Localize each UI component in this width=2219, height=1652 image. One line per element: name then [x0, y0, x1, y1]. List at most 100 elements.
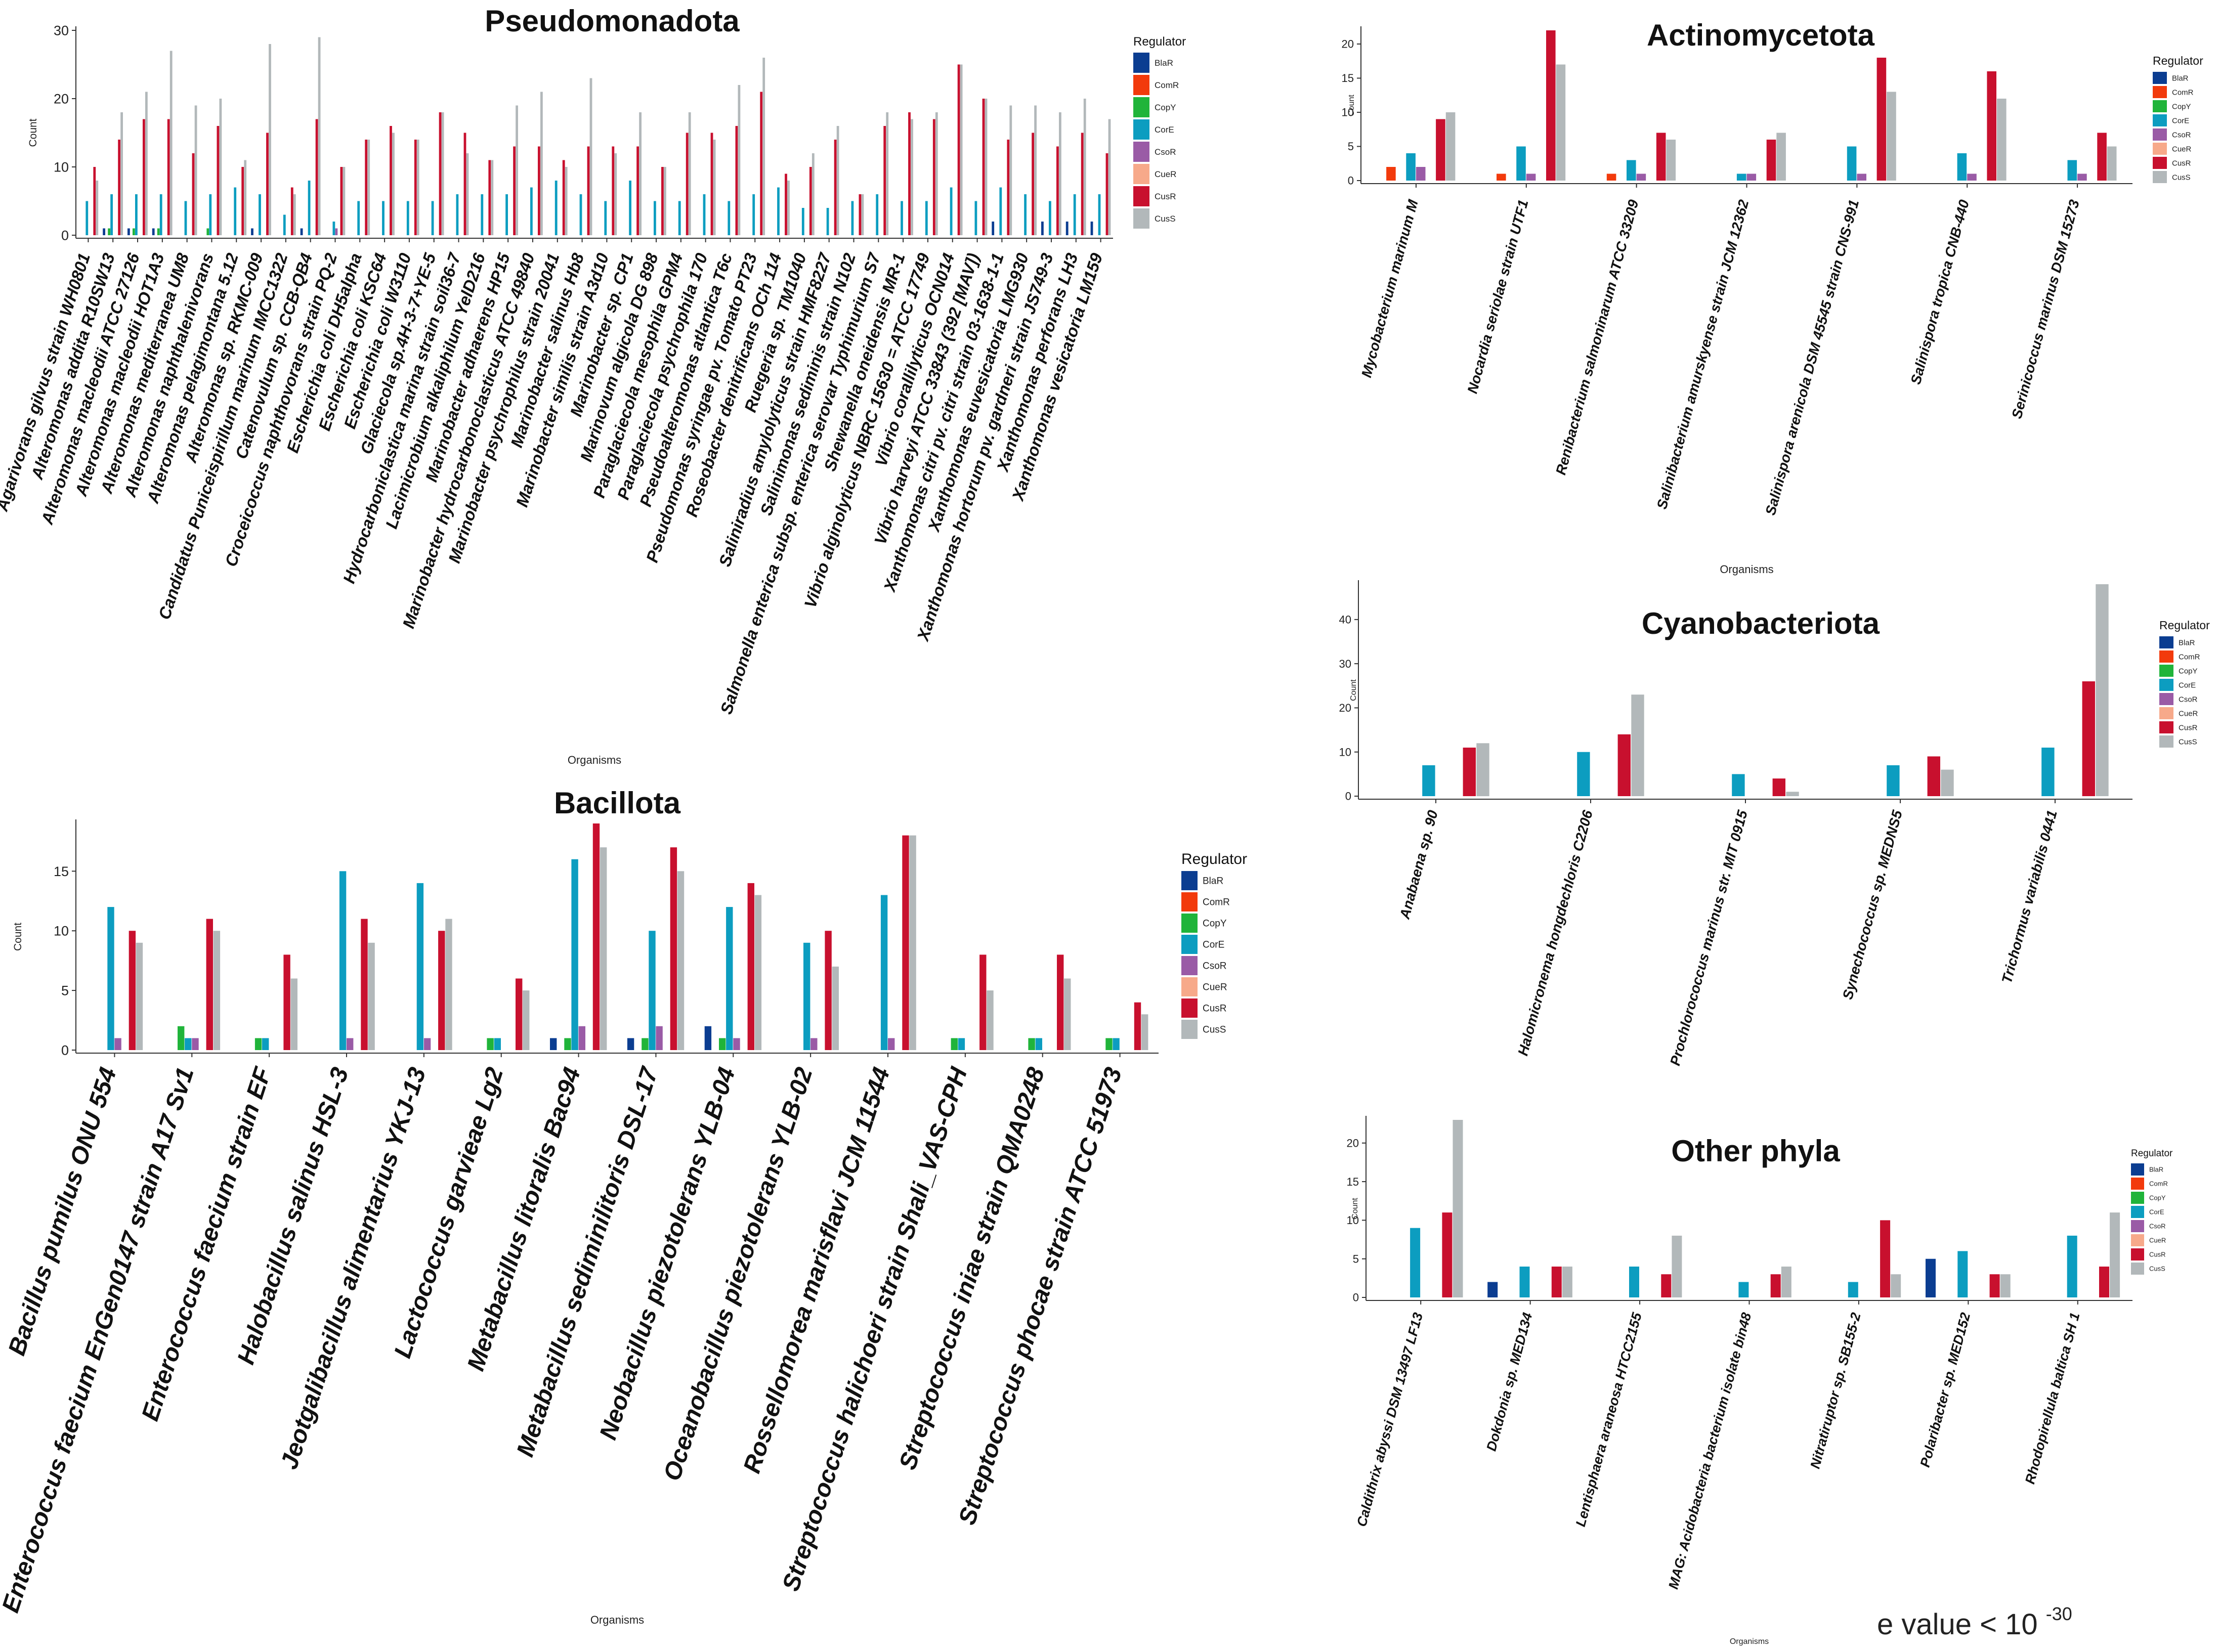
pseudomonadota-bar-core	[554, 181, 558, 235]
bacillota-bar-copy	[564, 1038, 571, 1050]
actinomycetota-bar-cuss	[1887, 92, 1896, 181]
other-phyla-bar-cusr	[1442, 1212, 1453, 1297]
pseudomonadota-bar-core	[950, 187, 953, 235]
pseudomonadota-bar-cusr	[587, 146, 590, 235]
other-phyla-bar-core	[1629, 1267, 1639, 1297]
actinomycetota-legend-swatch-cuss	[2153, 171, 2167, 183]
cyanobacteriota-y-tick-label: 20	[1339, 702, 1351, 714]
bacillota-bar-copy	[642, 1038, 649, 1050]
actinomycetota-bar-core	[1516, 146, 1526, 181]
bacillota-legend-label-blar: BlaR	[1203, 876, 1223, 887]
pseudomonadota-legend: Regulator BlaR ComR CopY CorE CsoR CueR CusR Cus…	[1133, 35, 1186, 229]
pseudomonadota-legend-label-cusr: CusR	[1155, 192, 1176, 201]
pseudomonadota-bar-core	[876, 194, 879, 235]
actinomycetota-bar-csor	[1636, 173, 1646, 181]
bacillota-category-label: Streptococcus iniae strain QMA0248	[894, 1064, 1050, 1473]
cyanobacteriota-bar-cusr	[1463, 748, 1476, 796]
pseudomonadota-legend-label-core: CorE	[1155, 125, 1174, 135]
other-phyla-bar-blar	[1487, 1282, 1498, 1297]
cyanobacteriota-bar-cuss	[1786, 792, 1799, 796]
other-phyla-chart: Other phyla 0 5 10 15 20 Count Caldithrix abyss…	[1347, 1116, 2173, 1646]
cyanobacteriota-chart: Cyanobacteriota 0 10 20 30 40 Count Anabaena sp…	[1339, 580, 2210, 1067]
other-phyla-y-tick-label: 20	[1347, 1137, 1359, 1149]
cyanobacteriota-bar-cusr	[2082, 681, 2095, 796]
pseudomonadota-bar-core	[999, 187, 1002, 235]
pseudomonadota-bar-cuss	[985, 99, 988, 235]
bacillota-bar-csor	[192, 1038, 199, 1050]
bacillota-bar-csor	[810, 1038, 818, 1050]
cyanobacteriota-legend-swatch-copy	[2159, 665, 2173, 677]
pseudomonadota-bar-cusr	[538, 146, 540, 235]
other-phyla-bar-cuss	[1562, 1267, 1572, 1297]
pseudomonadota-bar-cusr	[390, 126, 392, 235]
pseudomonadota-bar-cuss	[244, 160, 247, 235]
bacillota-bar-core	[726, 907, 733, 1050]
pseudomonadota-bar-cusr	[661, 167, 664, 235]
pseudomonadota-bar-cusr	[1056, 146, 1059, 235]
pseudomonadota-bar-cusr	[217, 126, 220, 235]
pseudomonadota-y-tick-label: 20	[54, 91, 69, 106]
pseudomonadota-bar-blar	[1090, 222, 1093, 235]
other-phyla-category-label: Rhodopirellula baltica SH 1	[2022, 1311, 2082, 1486]
pseudomonadota-bar-cusr	[636, 146, 639, 235]
other-phyla-category-label: Dokdonia sp. MED134	[1483, 1311, 1535, 1453]
pseudomonadota-bar-cusr	[463, 133, 466, 235]
actinomycetota-bar-cusr	[1766, 140, 1776, 181]
bacillota-bar-csor	[423, 1038, 431, 1050]
cyanobacteriota-y-tick-label: 40	[1339, 614, 1351, 626]
pseudomonadota-bar-cusr	[290, 187, 293, 235]
bacillota-category-label: Neobacillus piezotolerans YLB-04	[594, 1064, 740, 1443]
cyanobacteriota-legend-label-cuss: CusS	[2179, 737, 2197, 746]
bacillota-legend: Regulator BlaR ComR CopY CorE CsoR CueR CusR Cus…	[1181, 851, 1247, 1039]
bacillota-bar-cusr	[283, 954, 290, 1050]
pseudomonadota-legend-swatch-copy	[1133, 97, 1149, 117]
pseudomonadota-bar-core	[530, 187, 533, 235]
pseudomonadota-bar-cuss	[466, 153, 469, 235]
pseudomonadota-x-axis-label: Organisms	[568, 754, 621, 766]
pseudomonadota-bar-cuss	[836, 126, 839, 235]
pseudomonadota-legend-swatch-comr	[1133, 75, 1149, 95]
bacillota-legend-swatch-copy	[1181, 914, 1198, 933]
other-phyla-legend-label-cuss: CusS	[2149, 1265, 2165, 1273]
cyanobacteriota-bar-cuss	[1941, 769, 1954, 796]
actinomycetota-legend-title: Regulator	[2153, 54, 2203, 67]
other-phyla-legend-swatch-comr	[2131, 1178, 2144, 1190]
other-phyla-legend-swatch-cuer	[2131, 1234, 2144, 1246]
bacillota-y-tick-label: 5	[61, 983, 69, 998]
actinomycetota-category-label: Renibacterium salmoninarum ATCC 33209	[1553, 198, 1641, 476]
pseudomonadota-bar-cuss	[1108, 119, 1111, 235]
pseudomonadota-bar-core	[481, 194, 484, 235]
cyanobacteriota-bar-core	[2041, 748, 2055, 796]
bacillota-bar-core	[416, 883, 424, 1050]
other-phyla-legend-swatch-cusr	[2131, 1248, 2144, 1260]
cyanobacteriota-bar-core	[1887, 765, 1900, 796]
pseudomonadota-legend-swatch-core	[1133, 119, 1149, 140]
pseudomonadota-bar-core	[752, 194, 755, 235]
other-phyla-bar-cuss	[1453, 1120, 1463, 1297]
other-phyla-x-axis-label: Organisms	[1730, 1637, 1769, 1646]
bacillota-bar-csor	[733, 1038, 740, 1050]
actinomycetota-legend-label-cusr: CusR	[2172, 159, 2191, 167]
actinomycetota-bar-comr	[1386, 167, 1396, 181]
pseudomonadota-bar-cusr	[932, 119, 935, 235]
pseudomonadota-legend-label-copy: CopY	[1155, 103, 1176, 112]
pseudomonadota-bar-core	[332, 222, 335, 235]
bacillota-bar-core	[803, 942, 810, 1050]
pseudomonadota-bar-cusr	[1007, 140, 1010, 235]
bacillota-legend-label-comr: ComR	[1203, 897, 1230, 908]
cyanobacteriota-legend-swatch-comr	[2159, 650, 2173, 663]
pseudomonadota-bar-cuss	[589, 78, 592, 235]
cyanobacteriota-legend-swatch-blar	[2159, 636, 2173, 648]
bacillota-bar-core	[185, 1038, 192, 1050]
bacillota-bar-cuss	[1064, 978, 1071, 1050]
evalue-footnote-text: e value < 10	[1877, 1608, 2038, 1641]
other-phyla-legend-swatch-copy	[2131, 1192, 2144, 1204]
pseudomonadota-bar-core	[86, 201, 89, 235]
actinomycetota-bar-cuss	[1445, 112, 1456, 181]
other-phyla-legend-label-blar: BlaR	[2149, 1166, 2163, 1173]
pseudomonadota-bar-cusr	[439, 112, 442, 235]
actinomycetota-category-label: Nocardia seriolae strain UTF1	[1464, 198, 1531, 396]
cyanobacteriota-bar-cusr	[1772, 778, 1785, 796]
actinomycetota-legend-label-copy: CopY	[2172, 102, 2191, 111]
